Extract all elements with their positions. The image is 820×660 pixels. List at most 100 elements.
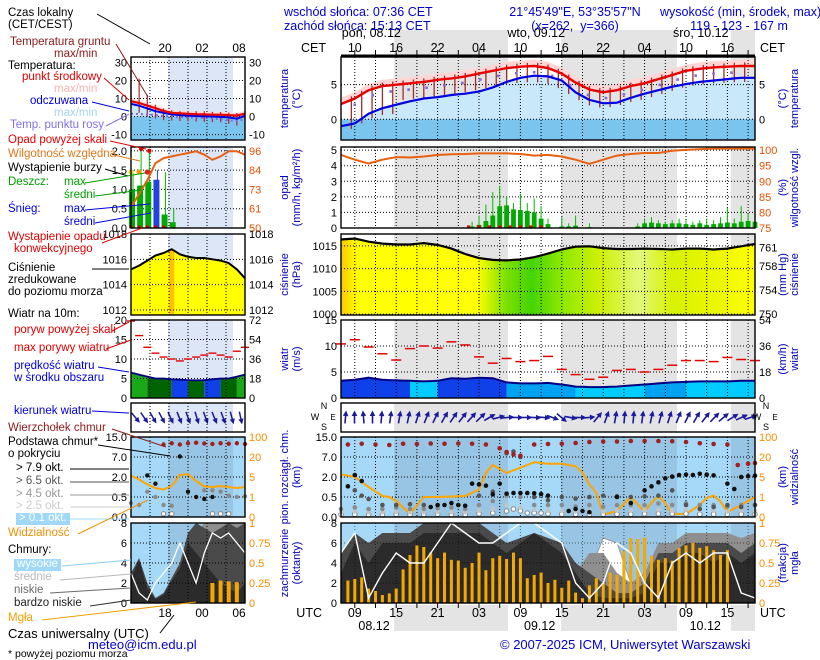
fog-bar — [587, 585, 591, 603]
mini-cloud-base-dot — [177, 454, 183, 459]
legend-okt-65: > 6.5 okt. — [16, 475, 64, 487]
wind-direction-arrow — [360, 410, 367, 424]
precip-bar — [538, 218, 544, 228]
cloud-base-dot — [614, 494, 620, 500]
fog-bar — [415, 545, 419, 603]
cloud-base-dot — [518, 490, 523, 496]
night-band — [561, 147, 678, 228]
legend-predkosc-2: w środku obszaru — [14, 372, 105, 384]
cloud-base-dot — [462, 509, 468, 515]
fog-bar — [512, 552, 515, 603]
cloud-top-dot — [573, 440, 578, 446]
precip-bar — [718, 223, 723, 228]
precip-bar — [531, 212, 537, 228]
mini-wind-arrow — [211, 411, 218, 424]
legend-odczuwana: odczuwana — [30, 95, 89, 107]
fog-bar — [650, 555, 653, 603]
dew-point-dot — [658, 83, 662, 87]
cloud-base-dot — [525, 490, 530, 496]
mini-tick-right: 84 — [249, 165, 261, 177]
tick-label-right: 36 — [759, 341, 771, 353]
wind-direction-arrow — [666, 410, 673, 424]
tick-label-right: 20 — [759, 452, 771, 464]
wind-direction-arrow — [675, 411, 682, 424]
hour-label-utc: 03 — [638, 606, 652, 620]
panel-frame — [340, 56, 756, 141]
cloud-base-dot — [587, 502, 592, 508]
fog-bar — [477, 552, 481, 603]
mini-wind-fill — [236, 374, 245, 398]
compass-w: W — [753, 412, 762, 422]
fog-bar — [539, 572, 543, 603]
mini-wind-fill — [171, 379, 188, 398]
cloud-base-dot — [531, 494, 537, 500]
mini-cloud-base-dot — [218, 489, 223, 494]
dew-point-dot — [712, 72, 715, 75]
day-label: wto, 09.12 — [506, 26, 565, 40]
legend-podstawa-2: o pokryciu — [8, 448, 61, 460]
legend-predkosc: prędkość wiatru — [14, 360, 95, 372]
legend-opad-konw: Wystąpienie opadu — [8, 231, 106, 243]
tick-label-right: 750 — [759, 309, 777, 321]
mini-wind-line — [130, 371, 246, 382]
fog-bar — [712, 550, 716, 603]
cloud-top-dot — [483, 442, 489, 447]
legend-chmury-niskie: niskie — [14, 584, 44, 596]
cloud-top-dot — [387, 442, 392, 448]
mini-tick-left: 20 — [115, 75, 127, 87]
tick-label-right: 75 — [759, 223, 771, 235]
night-band — [730, 147, 755, 228]
convective-precip-mark — [487, 225, 491, 229]
wind-direction-arrow — [639, 410, 646, 424]
header-night-band — [561, 30, 678, 56]
hour-label-utc: 21 — [431, 606, 445, 620]
cloud-base-dot — [655, 511, 662, 517]
cloud-base-dot — [462, 506, 468, 512]
mini-tick-right: 61 — [249, 204, 261, 216]
wind-direction-arrow — [342, 410, 349, 424]
compass-e: E — [772, 413, 777, 422]
grid-point-text: (x=262, y=366) — [531, 19, 619, 33]
cloud-base-dot — [366, 506, 371, 512]
convective-precip-mark — [508, 225, 512, 229]
mini-rain-bar — [161, 214, 168, 228]
convective-precip-mark — [529, 225, 533, 229]
precip-bar — [683, 224, 689, 228]
mini-tick-left: 1.0 — [112, 184, 127, 196]
cloud-base-dot — [393, 502, 399, 508]
cloud-base-dot — [683, 472, 689, 477]
mini-tick-left: 0 — [121, 393, 127, 405]
precip-bar — [518, 210, 523, 228]
footer-night-band — [730, 605, 755, 631]
axis-unit-label: widzialność — [789, 448, 801, 506]
temperature-line — [340, 64, 755, 106]
cloud-top-dot — [669, 438, 675, 444]
dew-point-dot — [622, 93, 626, 96]
fog-bar — [622, 551, 626, 603]
mini-tick-right: 18 — [249, 374, 261, 386]
tz-label-cet-left: CET — [301, 41, 326, 55]
cloud-base-dot — [642, 494, 647, 499]
humidity-line — [340, 147, 755, 165]
wind-direction-arrow — [466, 412, 477, 423]
axis-unit-label: temperatura — [789, 68, 801, 128]
convective-precip-mark — [518, 225, 522, 229]
footer-email-link[interactable]: meteo@icm.edu.pl — [88, 637, 197, 652]
mini-rain-bar — [169, 222, 176, 228]
fog-bar — [436, 558, 440, 603]
mini-tick-right: 1014 — [249, 280, 273, 292]
cloud-top-dot — [745, 461, 751, 467]
mini-cloud-top-dot — [218, 441, 223, 446]
axis-unit-label: mgła — [789, 550, 801, 575]
fog-bar — [574, 592, 578, 603]
mini-wind-fill — [220, 376, 237, 398]
cloud-base-dot — [683, 502, 689, 508]
cloud-base-dot — [545, 493, 551, 498]
mini-tick-right: 1016 — [249, 254, 273, 266]
mini-tick-left: 10 — [115, 354, 127, 366]
precip-bar — [573, 225, 578, 228]
fog-bar — [491, 558, 495, 603]
mini-panel-frame — [130, 319, 246, 399]
precip-bar — [642, 223, 647, 228]
mini-panel-frame — [130, 402, 246, 433]
